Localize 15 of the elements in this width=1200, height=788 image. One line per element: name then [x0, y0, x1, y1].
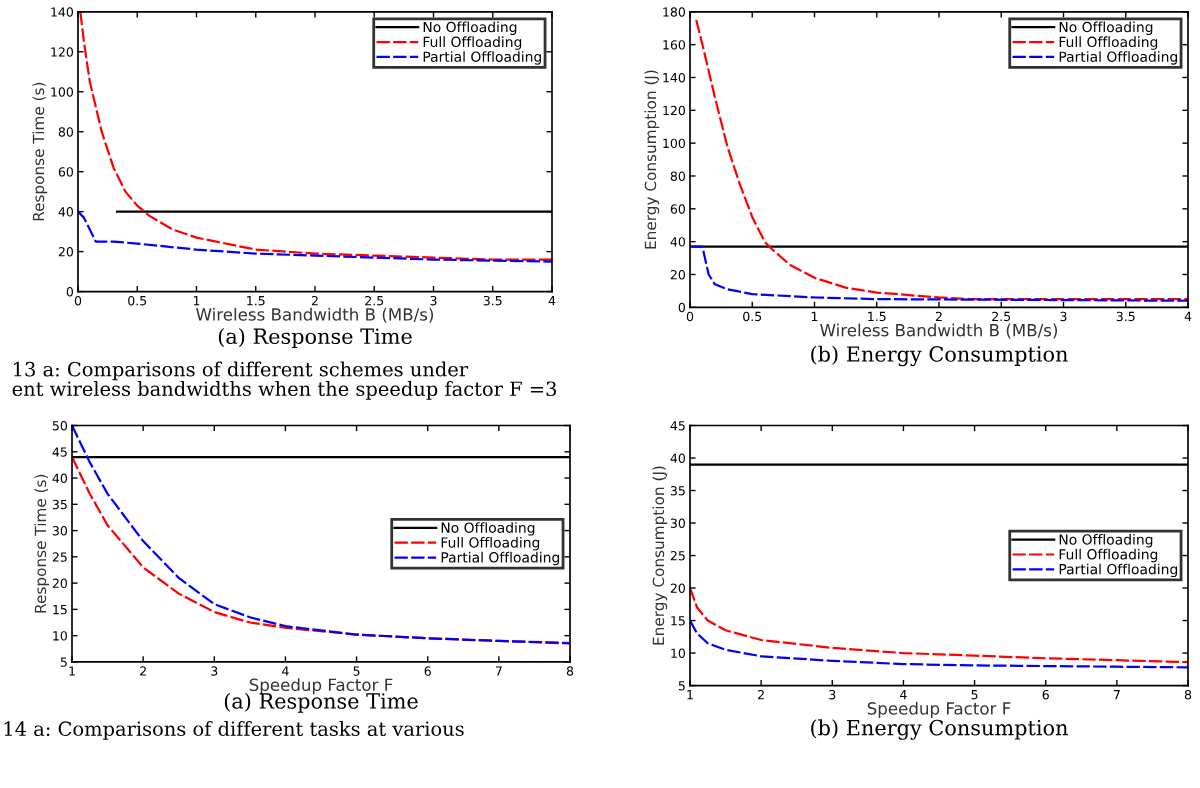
- text: (a) Response Time: [218, 327, 412, 349]
- line-series: [690, 619, 1188, 669]
- text: 13 a: Comparisons of different schemes under ent wireless bandwidths when the speedup factor F =3: [12, 361, 557, 400]
- line-series: [695, 18, 1188, 301]
- line-series: [690, 245, 1188, 302]
- x-axis-title: Speedup Factor F: [249, 678, 393, 695]
- line-series: [78, 210, 552, 263]
- x-axis-title: Wireless Bandwidth B (MB/s): [820, 323, 1058, 339]
- text: (a) Response Time: [224, 692, 418, 713]
- text: (b) Energy Consumption: [811, 719, 1068, 740]
- x-axis-title: Speedup Factor F: [867, 701, 1011, 718]
- line-series: [690, 586, 1188, 664]
- text: (b) Energy Consumption: [811, 345, 1068, 367]
- x-axis-title: Wireless Bandwidth B (MB/s): [196, 307, 434, 323]
- text: 14 a: Comparisons of different tasks at various: [4, 721, 464, 740]
